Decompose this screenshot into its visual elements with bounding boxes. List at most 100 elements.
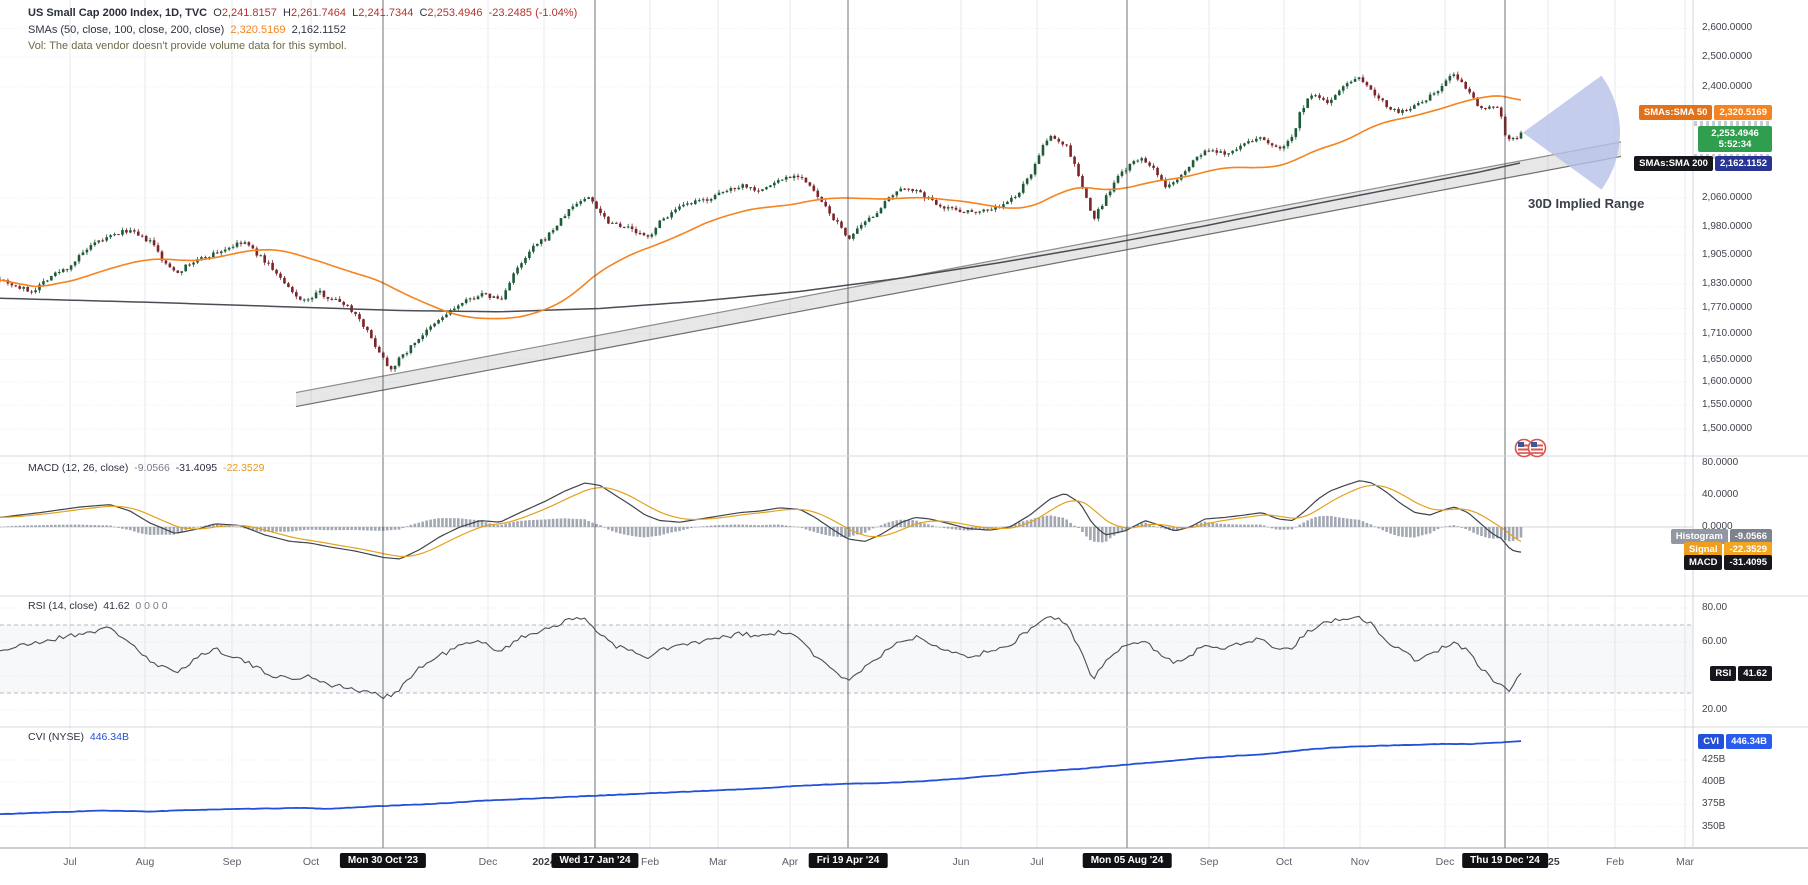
ohlc-change: -23.2485 (-1.04%) [488,7,578,19]
histogram-axis-label-name: Histogram [1670,529,1728,544]
macd-line-value: -31.4095 [175,462,218,474]
macd-histogram-value: -9.0566 [134,462,170,474]
ohlc-close-label: C [419,7,428,19]
month-label: Feb [1605,856,1625,868]
cvi-tick-label: 350B [1702,820,1726,832]
last-price-countdown: 5:52:34 [1718,139,1752,150]
sma50-axis-label-value: 2,320.5169 [1714,105,1772,120]
implied-range-axis-hatch-top [1694,121,1772,126]
event-date-badge[interactable]: Thu 19 Dec '24 [1462,853,1548,868]
rsi-tick-label: 80.00 [1702,602,1728,613]
event-date-badge[interactable]: Wed 17 Jan '24 [551,853,639,868]
symbol-title[interactable]: US Small Cap 2000 Index, 1D, TVC [28,7,208,19]
price-tick-label: 2,500.0000 [1702,51,1753,62]
cvi-axis-label: CVI 446.34B [1698,734,1772,749]
sma200-header-value: 2,162.1152 [291,24,346,36]
ohlc-high-label: H [283,7,291,19]
price-tick-label: 1,650.0000 [1702,353,1753,365]
month-label: Jun [952,856,970,868]
cvi-indicator-label: CVI (NYSE) [28,731,85,743]
price-tick-label: 1,830.0000 [1702,278,1753,290]
macd-indicator-row[interactable]: MACD (12, 26, close) -9.0566 -31.4095 -2… [28,462,264,474]
symbol-header[interactable]: US Small Cap 2000 Index, 1D, TVC O2,241.… [28,7,577,19]
rsi-extra-values: 0 0 0 0 [135,600,168,612]
sma50-axis-label: SMAs:SMA 50 2,320.5169 [1638,105,1772,120]
cvi-axis-label-value: 446.34B [1726,734,1772,749]
macd-tick-label: 0.0000 [1702,521,1733,532]
price-tick-label: 1,710.0000 [1702,327,1753,339]
month-label: Mar [708,856,728,868]
histogram-axis-label-value: -9.0566 [1729,529,1772,544]
rsi-tick-label: 20.00 [1702,704,1728,715]
month-label: Feb [640,856,660,868]
cvi-tick-label: 400B [1702,776,1726,788]
ohlc-close: 2,253.4946 [427,7,483,19]
event-date-badge[interactable]: Mon 05 Aug '24 [1082,853,1172,868]
macd-indicator-label: MACD (12, 26, close) [28,462,129,474]
price-tick-label: 2,400.0000 [1702,80,1753,92]
us-flag-event-icon[interactable] [1514,438,1547,458]
month-label: Dec [1435,856,1455,868]
sma200-axis-label: SMAs:SMA 200 2,162.1152 [1634,156,1772,171]
cvi-tick-label: 375B [1702,798,1726,810]
sma-indicator-row[interactable]: SMAs (50, close, 100, close, 200, close)… [28,24,346,36]
cvi-header-value: 446.34B [89,731,129,743]
month-label: Jul [1030,856,1044,868]
month-label: Sep [222,856,242,868]
macd-tick-label: 40.0000 [1702,489,1739,500]
month-label: Mar [1675,856,1695,868]
sma50-header-value: 2,320.5169 [230,24,286,36]
month-label: Apr [781,856,799,868]
sma-indicator-label: SMAs (50, close, 100, close, 200, close) [28,24,225,36]
event-date-badge[interactable]: Mon 30 Oct '23 [339,853,427,868]
signal-axis-label: Signal -22.3529 [1683,542,1772,557]
ohlc-low-label: L [352,7,359,19]
last-price-value: 2,253.4946 [1711,128,1759,139]
sma200-axis-label-name: SMAs:SMA 200 [1634,156,1713,171]
month-label: Dec [478,856,498,868]
signal-axis-label-value: -22.3529 [1724,542,1772,557]
price-tick-label: 1,550.0000 [1702,399,1753,411]
rsi-axis-label: RSI 41.62 [1710,666,1772,681]
ohlc-open: 2,241.8157 [221,7,277,19]
cvi-indicator-row[interactable]: CVI (NYSE) 446.34B [28,731,129,743]
month-label: Nov [1350,856,1370,868]
ohlc-high: 2,261.7464 [290,7,347,19]
macd-axis-label-value: -31.4095 [1724,555,1772,570]
price-tick-label: 2,060.0000 [1702,191,1753,203]
price-tick-label: 1,500.0000 [1702,422,1753,434]
year-label: 2024 [532,856,556,868]
price-tick-label: 1,770.0000 [1702,302,1753,314]
rsi-axis-label-value: 41.62 [1738,666,1772,681]
rsi-value: 41.62 [103,600,130,612]
rsi-axis-label-name: RSI [1710,666,1737,681]
macd-axis-label-name: MACD [1683,555,1723,570]
cvi-axis-label-name: CVI [1698,734,1725,749]
month-label: Jul [63,856,77,868]
month-label: Aug [135,856,155,868]
sma50-axis-label-name: SMAs:SMA 50 [1638,105,1713,120]
price-tick-label: 1,905.0000 [1702,248,1753,260]
rsi-indicator-row[interactable]: RSI (14, close) 41.62 0 0 0 0 [28,600,168,612]
rsi-indicator-label: RSI (14, close) [28,600,98,612]
ohlc-open-label: O [213,7,222,19]
price-tick-label: 1,600.0000 [1702,376,1753,387]
sma200-axis-label-value: 2,162.1152 [1714,156,1772,171]
month-label: Sep [1199,856,1219,868]
price-tick-label: 2,600.0000 [1702,22,1753,34]
month-label: Oct [1275,856,1293,868]
event-date-badge[interactable]: Fri 19 Apr '24 [808,853,888,868]
signal-axis-label-name: Signal [1683,542,1723,557]
rsi-tick-label: 60.00 [1702,636,1728,647]
implied-range-annotation: 30D Implied Range [1528,196,1645,211]
volume-note: Vol: The data vendor doesn't provide vol… [28,40,347,52]
ohlc-low: 2,241.7344 [358,7,414,19]
histogram-axis-label: Histogram -9.0566 [1670,529,1772,544]
cvi-tick-label: 425B [1702,754,1726,765]
macd-signal-value: -22.3529 [222,462,265,474]
last-price-axis-label: 2,253.4946 5:52:34 [1698,126,1772,152]
macd-axis-label: MACD -31.4095 [1683,555,1772,570]
month-label: Oct [302,856,320,868]
